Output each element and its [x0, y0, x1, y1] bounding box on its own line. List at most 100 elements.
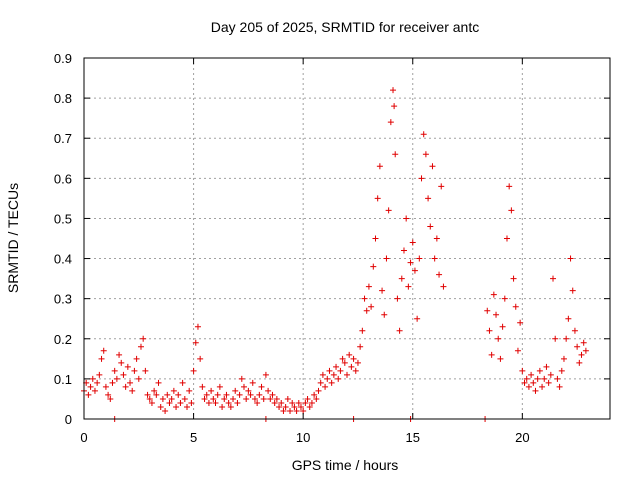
data-point — [554, 375, 561, 382]
x-tick-labels: 0 5 10 15 20 — [80, 430, 529, 445]
data-point — [247, 391, 254, 398]
data-point — [223, 391, 230, 398]
data-point — [354, 359, 361, 366]
data-point — [484, 307, 491, 314]
data-point — [122, 383, 129, 390]
data-point — [166, 399, 173, 406]
data-point — [350, 355, 357, 362]
data-point — [440, 283, 447, 290]
data-point — [556, 383, 563, 390]
data-point — [539, 383, 546, 390]
data-point — [571, 327, 578, 334]
data-point — [262, 371, 269, 378]
data-point — [300, 407, 307, 414]
data-point — [510, 275, 517, 282]
data-point — [517, 319, 524, 326]
data-point — [238, 375, 245, 382]
data-point — [245, 387, 252, 394]
data-point — [330, 371, 337, 378]
data-point — [523, 375, 530, 382]
y-tick-labels: 0 0.1 0.2 0.3 0.4 0.5 0.6 0.7 0.8 0.9 — [54, 51, 72, 427]
data-point — [105, 391, 112, 398]
data-point — [501, 295, 508, 302]
data-point — [512, 303, 519, 310]
data-point — [361, 295, 368, 302]
data-point — [495, 335, 502, 342]
data-point — [545, 379, 552, 386]
data-point — [387, 119, 394, 126]
data-point — [392, 151, 399, 158]
data-point — [135, 375, 142, 382]
data-point — [383, 255, 390, 262]
y-tick-label: 0.3 — [54, 292, 72, 307]
data-point — [265, 387, 272, 394]
data-point — [508, 207, 515, 214]
data-point — [173, 403, 180, 410]
data-point — [225, 399, 232, 406]
data-point — [295, 399, 302, 406]
data-point — [184, 403, 191, 410]
data-point — [552, 335, 559, 342]
data-point — [91, 387, 98, 394]
data-point — [398, 275, 405, 282]
data-point — [335, 375, 342, 382]
data-point — [405, 283, 412, 290]
data-point — [488, 351, 495, 358]
x-tick-label: 10 — [296, 430, 310, 445]
data-point — [514, 347, 521, 354]
data-point — [133, 355, 140, 362]
data-point — [547, 371, 554, 378]
data-point — [365, 283, 372, 290]
data-point — [580, 339, 587, 346]
data-point — [348, 363, 355, 370]
data-point — [192, 339, 199, 346]
data-point — [308, 399, 315, 406]
data-point — [304, 395, 311, 402]
axis-ticks — [83, 57, 610, 420]
data-point — [98, 355, 105, 362]
data-point — [391, 103, 398, 110]
x-tick-label: 5 — [190, 430, 197, 445]
data-point — [493, 311, 500, 318]
data-point — [436, 271, 443, 278]
data-point — [221, 395, 228, 402]
data-point — [490, 291, 497, 298]
data-point — [116, 351, 123, 358]
data-point — [337, 367, 344, 374]
data-point — [131, 367, 138, 374]
data-point — [567, 255, 574, 262]
data-point — [120, 371, 127, 378]
data-point — [438, 183, 445, 190]
data-point — [499, 323, 506, 330]
data-points — [81, 87, 589, 422]
data-point — [582, 347, 589, 354]
data-point — [146, 395, 153, 402]
data-point — [127, 379, 134, 386]
grid-lines — [84, 58, 610, 419]
data-point — [578, 351, 585, 358]
data-point — [199, 383, 206, 390]
data-point — [188, 399, 195, 406]
data-point — [267, 395, 274, 402]
data-point — [322, 383, 329, 390]
data-point — [357, 343, 364, 350]
data-point — [276, 403, 283, 410]
data-point — [181, 395, 188, 402]
data-point — [528, 371, 535, 378]
data-point — [525, 383, 532, 390]
data-point — [407, 259, 414, 266]
y-tick-label: 0.5 — [54, 211, 72, 226]
data-point — [118, 359, 125, 366]
data-point — [230, 395, 237, 402]
data-point — [376, 163, 383, 170]
data-point — [282, 403, 289, 410]
data-point — [124, 363, 131, 370]
data-point — [102, 383, 109, 390]
y-tick-label: 0.7 — [54, 131, 72, 146]
data-point — [311, 391, 318, 398]
data-point — [396, 327, 403, 334]
data-point — [418, 175, 425, 182]
data-point — [431, 255, 438, 262]
